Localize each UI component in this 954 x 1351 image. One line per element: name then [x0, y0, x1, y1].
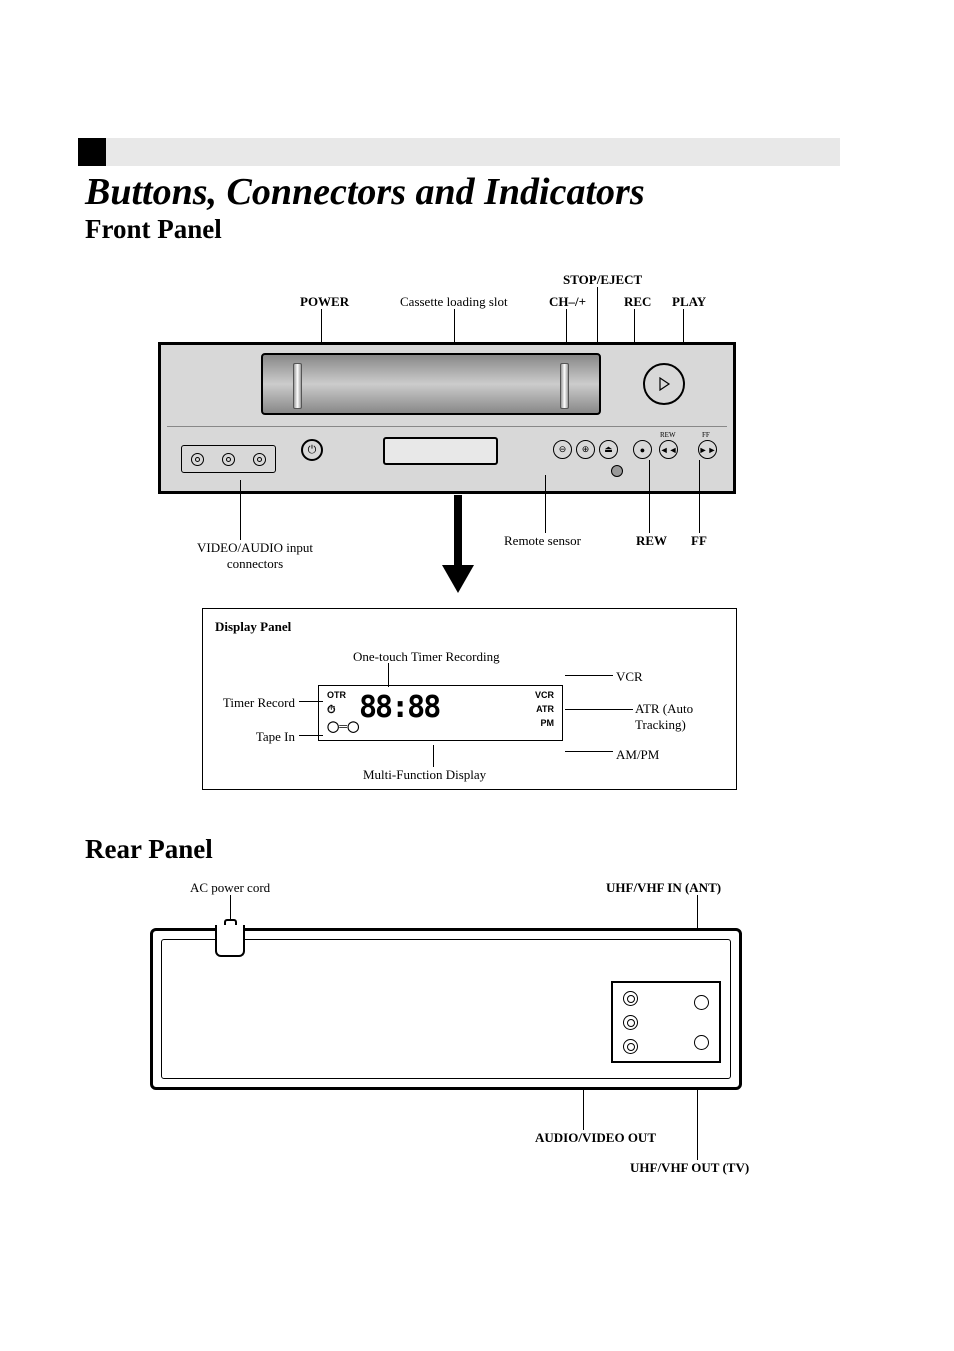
rear-connector-panel — [611, 981, 721, 1063]
label-tape-in: Tape In — [215, 729, 295, 745]
label-power: POWER — [300, 294, 349, 310]
label-av-out: AUDIO/VIDEO OUT — [535, 1130, 656, 1146]
label-timer-record: Timer Record — [215, 695, 295, 711]
label-uhf-in: UHF/VHF IN (ANT) — [606, 880, 721, 896]
seven-segment: 88:88 — [359, 690, 439, 725]
arrow-stem — [454, 495, 462, 570]
ff-tiny-label: FF — [702, 431, 710, 439]
label-multi: Multi-Function Display — [363, 767, 486, 783]
label-stop-eject: STOP/EJECT — [563, 272, 642, 288]
av-input-jacks — [181, 445, 276, 473]
label-rew: REW — [636, 533, 667, 549]
ind-atr: ATR — [536, 704, 554, 714]
front-panel-heading: Front Panel — [85, 214, 222, 245]
callout — [545, 475, 546, 533]
display-panel-diagram: Display Panel One-touch Timer Recording … — [202, 608, 737, 790]
stop-eject-button: ⏏ — [599, 440, 618, 459]
callout — [388, 663, 389, 687]
label-atr: ATR (Auto Tracking) — [635, 701, 693, 733]
callout — [565, 751, 613, 752]
rca-jack-icon — [623, 1015, 638, 1030]
ch-down-button: ⊖ — [553, 440, 572, 459]
label-rec: REC — [624, 294, 651, 310]
ind-pm: PM — [541, 718, 555, 728]
ind-vcr: VCR — [535, 690, 554, 700]
rew-tiny-label: REW — [660, 431, 676, 439]
power-cord-clip — [215, 925, 245, 957]
ind-tape-icon: ◯═◯ — [327, 720, 359, 733]
section-marker — [78, 138, 106, 166]
coax-jack-icon — [694, 995, 709, 1010]
lcd-display: OTR ⏱ ◯═◯ 88:88 VCR ATR PM — [318, 685, 563, 741]
rew-button: ◄◄ — [659, 440, 678, 459]
label-ch: CH–/+ — [549, 294, 586, 310]
callout — [699, 460, 700, 533]
ch-up-button: ⊕ — [576, 440, 595, 459]
callout — [299, 701, 323, 702]
arrow-down-icon — [442, 565, 474, 593]
header-bar — [78, 138, 840, 166]
label-cassette: Cassette loading slot — [400, 294, 508, 310]
slot-pillar — [560, 363, 569, 409]
label-uhf-out: UHF/VHF OUT (TV) — [630, 1160, 749, 1176]
label-ac-cord: AC power cord — [190, 880, 270, 896]
label-otr: One-touch Timer Recording — [353, 649, 500, 665]
label-ff: FF — [691, 533, 707, 549]
label-vcr: VCR — [616, 669, 643, 685]
jack-icon — [253, 453, 266, 466]
display-panel-title: Display Panel — [215, 619, 291, 635]
label-remote-sensor: Remote sensor — [504, 533, 581, 549]
rca-jack-icon — [623, 1039, 638, 1054]
jack-icon — [191, 453, 204, 466]
display-window — [383, 437, 498, 465]
rca-jack-icon — [623, 991, 638, 1006]
coax-jack-icon — [694, 1035, 709, 1050]
vcr-rear-panel — [150, 928, 742, 1090]
callout — [299, 735, 323, 736]
label-av-input: VIDEO/AUDIO input connectors — [195, 540, 315, 572]
rec-button: ● — [633, 440, 652, 459]
remote-sensor — [611, 465, 623, 477]
ind-otr: OTR — [327, 690, 346, 700]
slot-pillar — [293, 363, 302, 409]
page-title: Buttons, Connectors and Indicators — [85, 170, 645, 214]
label-play: PLAY — [672, 294, 706, 310]
play-button — [643, 363, 685, 405]
rear-panel-heading: Rear Panel — [85, 834, 213, 865]
jack-icon — [222, 453, 235, 466]
ff-button: ►► — [698, 440, 717, 459]
callout — [649, 460, 650, 533]
callout — [240, 480, 241, 540]
callout — [565, 709, 633, 710]
ind-timer-icon: ⏱ — [327, 704, 336, 717]
power-button: ⏻ — [301, 439, 323, 461]
cassette-slot — [261, 353, 601, 415]
callout — [433, 745, 434, 767]
callout — [565, 675, 613, 676]
label-ampm: AM/PM — [616, 747, 659, 763]
